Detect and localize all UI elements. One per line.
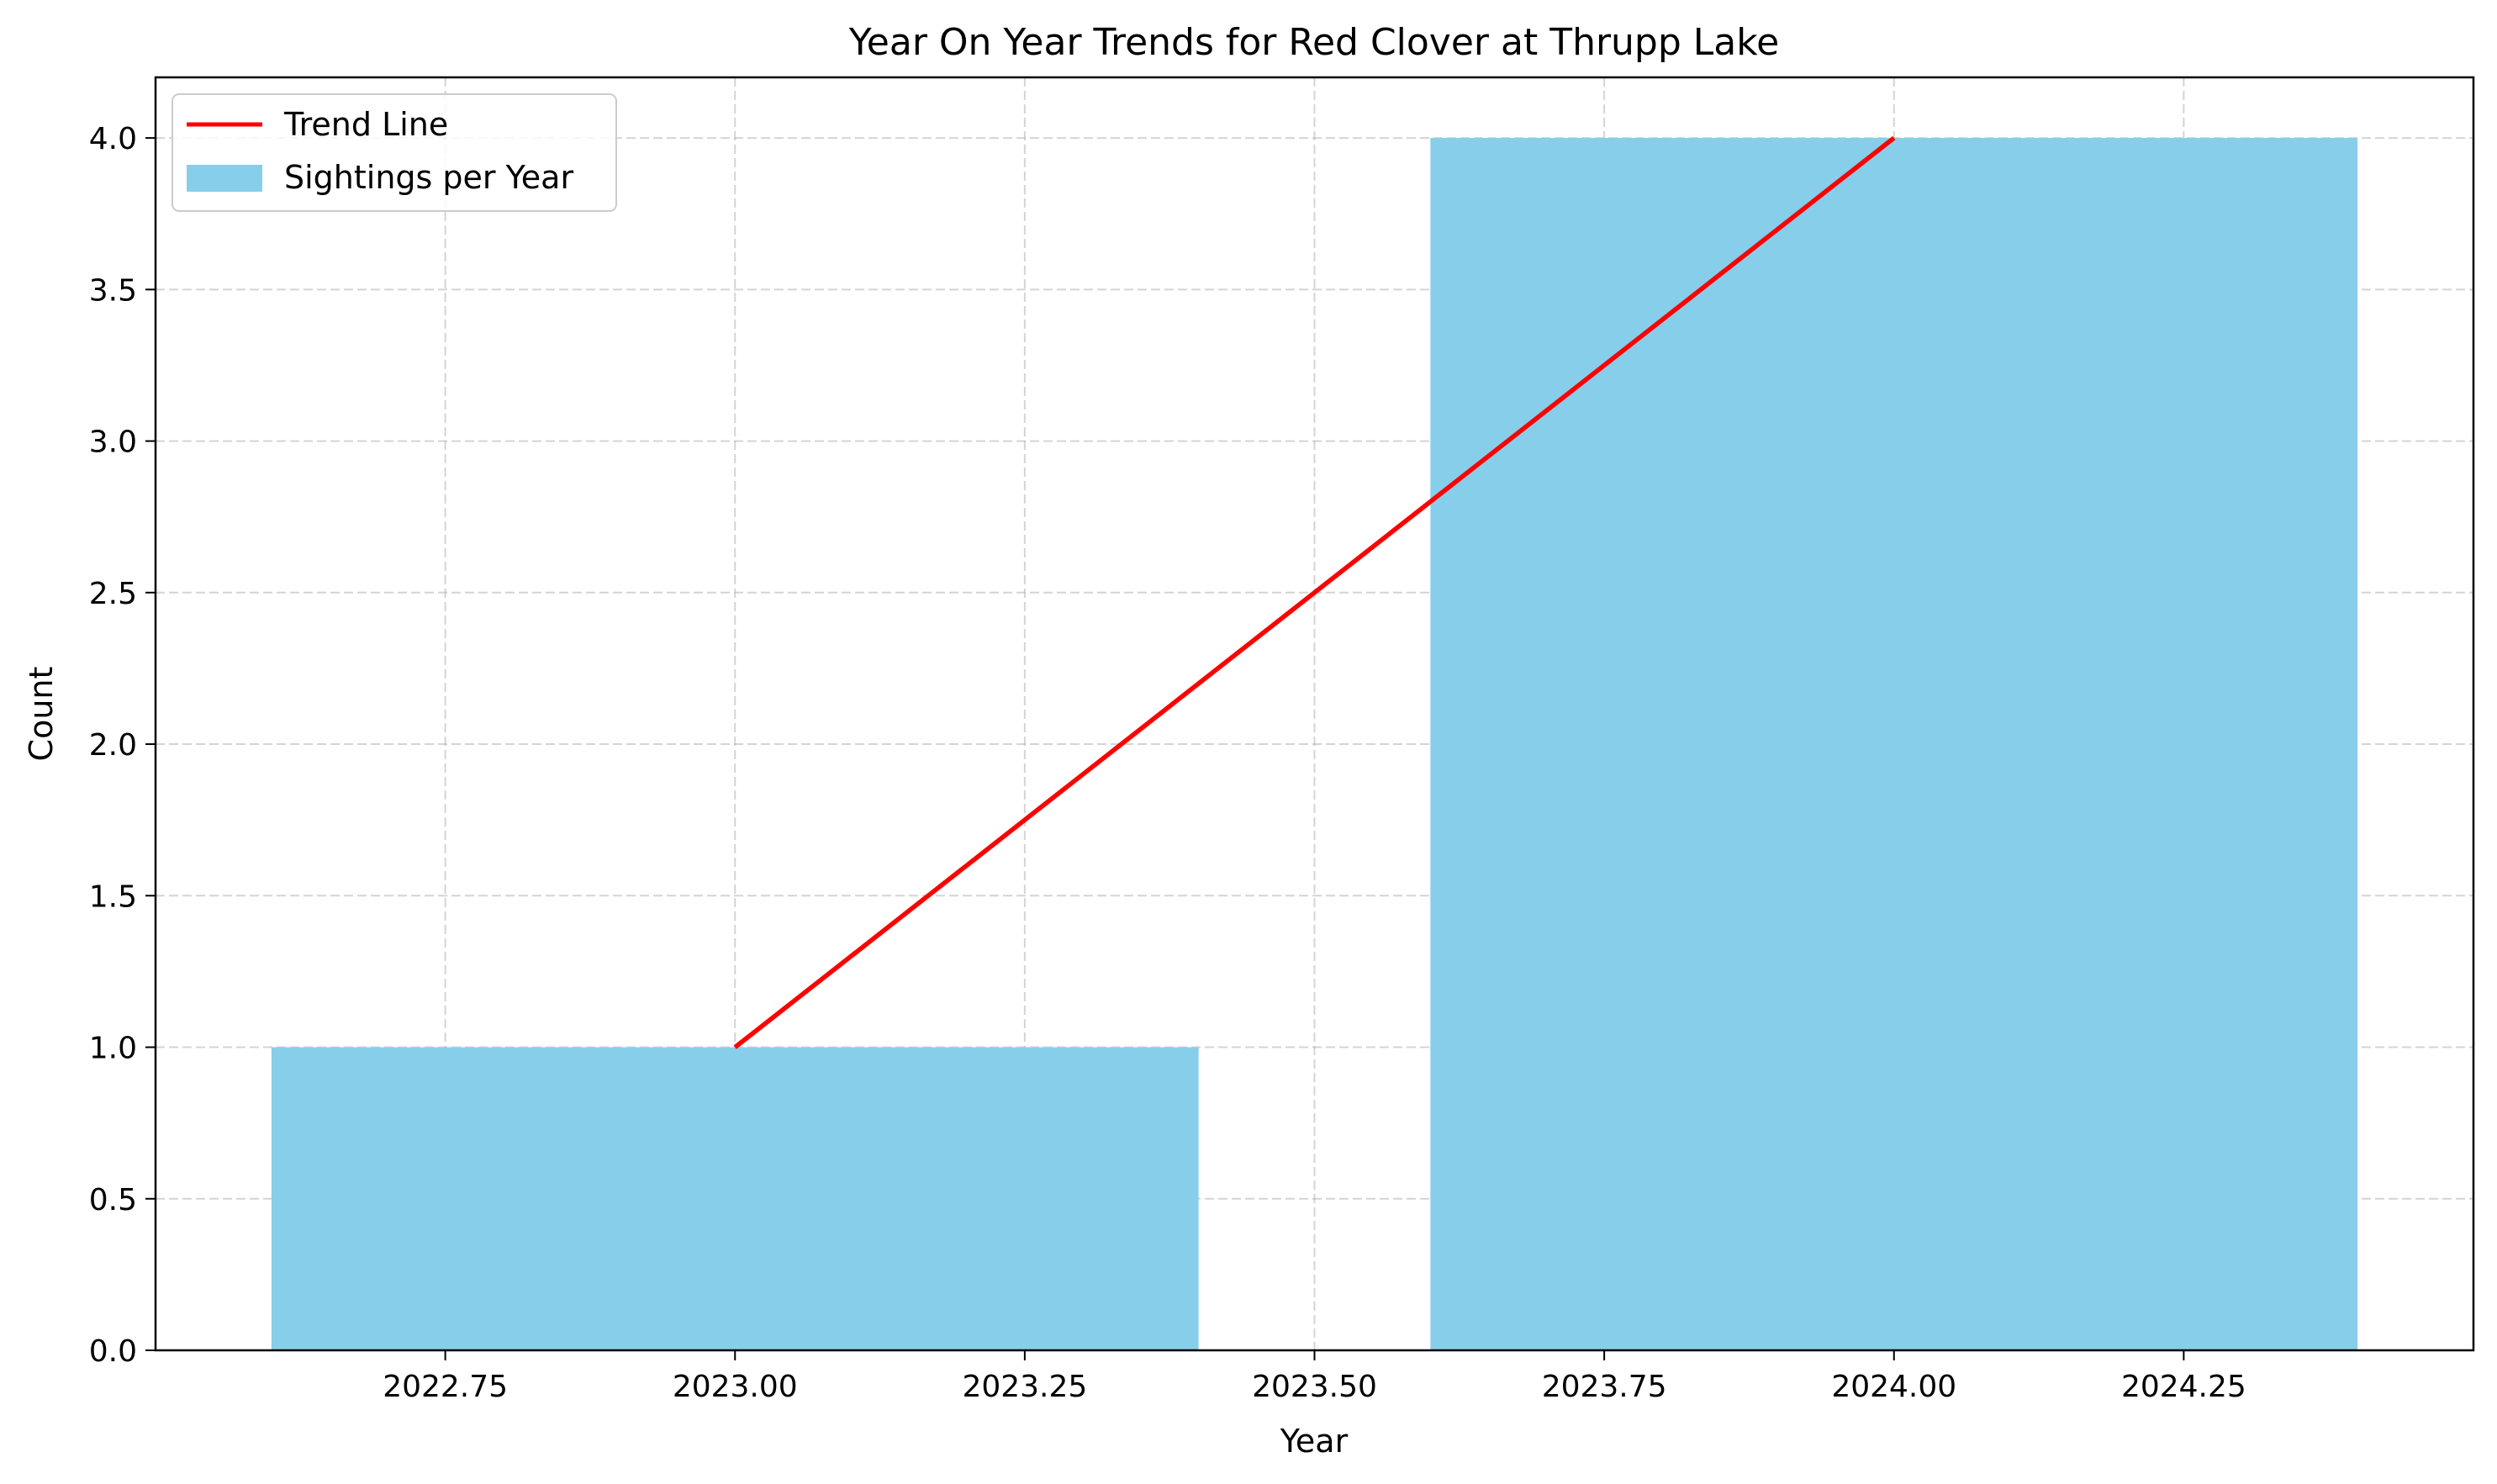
- x-tick-label: 2023.25: [962, 1370, 1087, 1404]
- y-tick-label: 3.0: [89, 425, 137, 460]
- legend-bar-label: Sightings per Year: [284, 159, 573, 196]
- x-tick-label: 2024.00: [1831, 1370, 1956, 1404]
- x-tick-label: 2024.25: [2121, 1370, 2246, 1404]
- y-tick-label: 0.0: [89, 1334, 137, 1369]
- x-tick-label: 2023.75: [1542, 1370, 1667, 1404]
- legend-trend-line-label: Trend Line: [283, 106, 448, 143]
- legend-bar-swatch: [187, 165, 262, 192]
- chart-title: Year On Year Trends for Red Clover at Th…: [848, 21, 1780, 64]
- y-tick-label: 2.0: [89, 728, 137, 763]
- y-axis-title: Count: [23, 667, 60, 762]
- x-tick-label: 2023.00: [673, 1370, 798, 1404]
- bar-2024: [1430, 138, 2358, 1351]
- x-tick-label: 2022.75: [383, 1370, 508, 1404]
- bar-2023: [271, 1047, 1199, 1350]
- y-tick-label: 4.0: [89, 122, 137, 156]
- trend-line: [733, 135, 1896, 1049]
- y-tick-label: 1.0: [89, 1032, 137, 1066]
- ticks-layer: 2022.75 2023.00 2023.25 2023.50 2023.75 2024.…: [89, 122, 2246, 1404]
- y-tick-label: 3.5: [89, 273, 137, 308]
- line-layer: [733, 135, 1896, 1049]
- bars-layer: [271, 138, 2358, 1351]
- legend: Trend Line Sightings per Year: [172, 93, 617, 212]
- x-axis-title: Year: [1280, 1423, 1349, 1460]
- x-tick-label: 2023.50: [1252, 1370, 1377, 1404]
- y-tick-label: 0.5: [89, 1183, 137, 1217]
- legend-box: [172, 93, 617, 212]
- y-tick-label: 1.5: [89, 879, 137, 914]
- y-tick-label: 2.5: [89, 577, 137, 611]
